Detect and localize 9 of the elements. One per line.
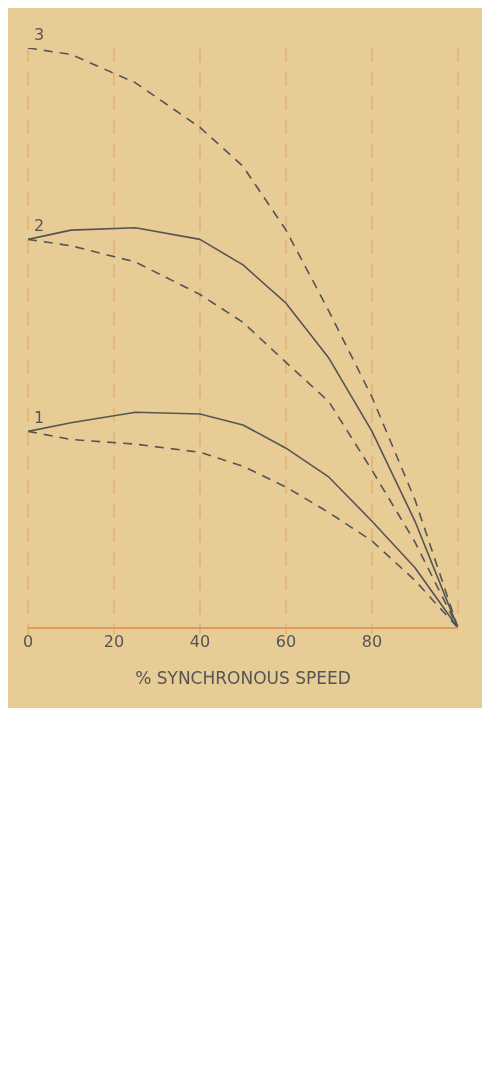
x-tick-label: 80	[361, 632, 383, 652]
series-label: 3	[34, 25, 45, 44]
x-tick-label: 0	[22, 632, 34, 652]
series-label: 1	[34, 408, 45, 428]
x-tick-label: 20	[103, 632, 125, 652]
x-axis-title: % SYNCHRONOUS SPEED	[135, 668, 351, 688]
x-tick-label: 60	[275, 632, 297, 652]
series-label: 2	[34, 216, 45, 236]
x-tick-label: 40	[189, 632, 211, 652]
